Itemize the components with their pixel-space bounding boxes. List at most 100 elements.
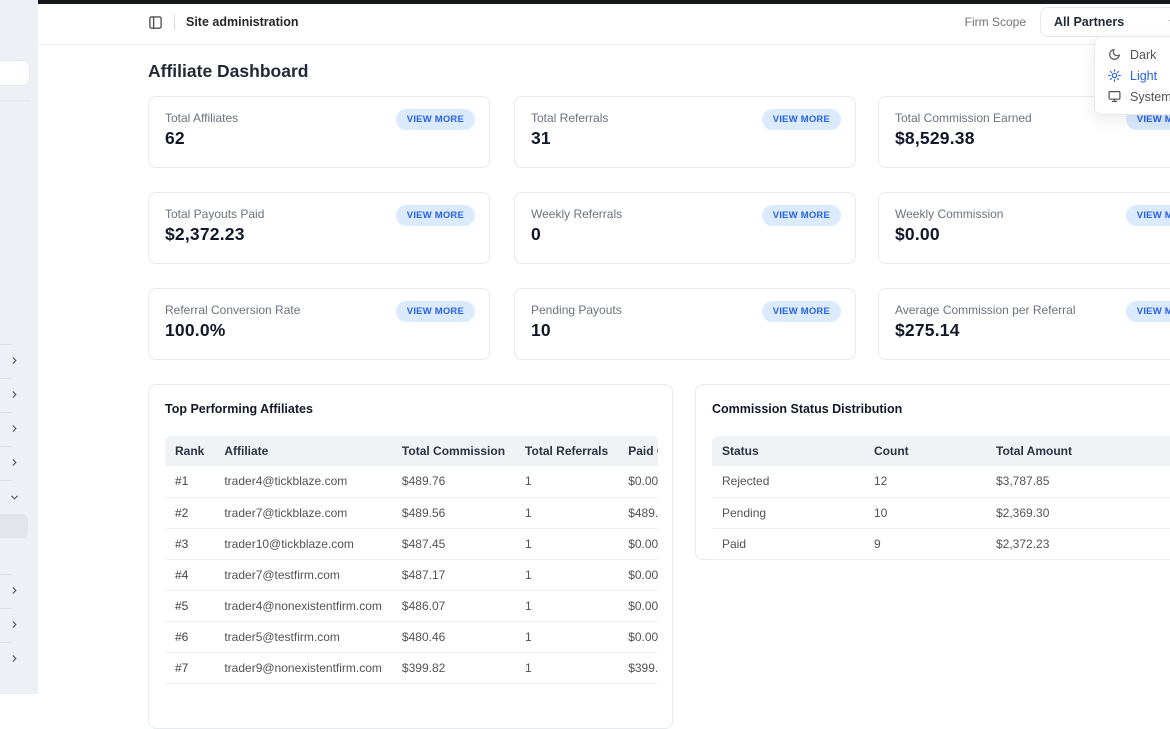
chevron-right-icon[interactable]	[9, 389, 20, 400]
stat-label: Total Affiliates	[165, 111, 239, 125]
view-more-button[interactable]: VIEW MORE	[1125, 301, 1170, 322]
theme-option-label: Dark	[1130, 47, 1157, 62]
stat-card-total-referrals: Total Referrals 31 VIEW MORE	[514, 96, 856, 168]
table-row[interactable]: #3 trader10@tickblaze.com $487.45 1 $0.0…	[165, 528, 658, 560]
total-referrals-cell: 1	[515, 559, 619, 591]
chevron-right-icon[interactable]	[9, 585, 20, 596]
affiliate-cell: trader9@nonexistentfirm.com	[214, 652, 392, 684]
stat-card-total-payouts-paid: Total Payouts Paid $2,372.23 VIEW MORE	[148, 192, 490, 264]
table-row[interactable]: #7 trader9@nonexistentfirm.com $399.82 1…	[165, 652, 658, 684]
table-row[interactable]: #2 trader7@tickblaze.com $489.56 1 $489.…	[165, 497, 658, 529]
sidebar-search-box[interactable]	[0, 60, 30, 86]
chevron-down-icon[interactable]	[9, 492, 20, 503]
view-more-button[interactable]: VIEW MORE	[761, 109, 841, 130]
rank-cell: #1	[165, 466, 215, 498]
view-more-button[interactable]: VIEW MORE	[761, 205, 841, 226]
total-referrals-cell: 1	[515, 652, 619, 684]
firm-scope-select[interactable]: All Partners	[1040, 7, 1170, 37]
column-header: Total Commission	[391, 436, 516, 466]
table-title: Top Performing Affiliates	[165, 402, 313, 416]
theme-option-light[interactable]: Light	[1095, 65, 1170, 86]
stat-card-weekly-referrals: Weekly Referrals 0 VIEW MORE	[514, 192, 856, 264]
chevron-right-icon[interactable]	[9, 619, 20, 630]
paid-commission-cell: $0.00	[618, 528, 658, 560]
top-accent-strip	[38, 0, 1170, 4]
affiliate-cell: trader10@tickblaze.com	[214, 528, 392, 560]
paid-commission-cell: $0.00	[618, 559, 658, 591]
stat-label: Pending Payouts	[531, 303, 622, 317]
top-performing-affiliates-card: Top Performing Affiliates Rank Affiliate…	[148, 384, 673, 729]
view-more-button[interactable]: VIEW MORE	[395, 301, 475, 322]
breadcrumb: Site administration	[186, 15, 299, 29]
divider	[0, 344, 12, 345]
table-row[interactable]: #6 trader5@testfirm.com $480.46 1 $0.00	[165, 621, 658, 653]
divider	[0, 378, 12, 379]
paid-commission-cell: $0.00	[618, 466, 658, 498]
chevron-right-icon[interactable]	[9, 423, 20, 434]
page-title: Affiliate Dashboard	[148, 61, 309, 81]
total-referrals-cell: 1	[515, 590, 619, 622]
theme-option-dark[interactable]: Dark	[1095, 44, 1170, 65]
stat-value: 31	[531, 128, 551, 148]
rank-cell: #5	[165, 590, 215, 622]
sidebar	[0, 0, 38, 694]
total-referrals-cell: 1	[515, 528, 619, 560]
stat-label: Weekly Commission	[895, 207, 1004, 221]
view-more-button[interactable]: VIEW MORE	[395, 205, 475, 226]
sidebar-active-item[interactable]	[0, 514, 28, 538]
table-row[interactable]: Pending 10 $2,369.30	[712, 497, 1170, 529]
view-more-button[interactable]: VIEW MORE	[761, 301, 841, 322]
chevron-right-icon[interactable]	[9, 653, 20, 664]
theme-option-label: System	[1130, 89, 1170, 104]
table-row[interactable]: Rejected 12 $3,787.85	[712, 466, 1170, 498]
divider	[0, 574, 12, 575]
paid-commission-cell: $0.00	[618, 621, 658, 653]
monitor-icon	[1108, 90, 1121, 103]
commission-status-distribution-card: Commission Status Distribution Status Co…	[695, 384, 1170, 560]
status-cell: Paid	[712, 528, 864, 560]
table-row[interactable]: #4 trader7@testfirm.com $487.17 1 $0.00	[165, 559, 658, 591]
theme-option-label: Light	[1130, 68, 1158, 83]
total-commission-cell: $486.07	[391, 590, 516, 622]
column-header: Paid Commission	[618, 436, 658, 466]
stat-value: $0.00	[895, 224, 940, 244]
stat-card-referral-conversion-rate: Referral Conversion Rate 100.0% VIEW MOR…	[148, 288, 490, 360]
table-row[interactable]: Paid 9 $2,372.23	[712, 528, 1170, 560]
chevron-right-icon[interactable]	[9, 355, 20, 366]
total-commission-cell: $487.45	[391, 528, 516, 560]
affiliate-cell: trader7@tickblaze.com	[214, 497, 392, 529]
divider	[0, 100, 30, 101]
total-commission-cell: $480.46	[391, 621, 516, 653]
view-more-button[interactable]: VIEW MORE	[395, 109, 475, 130]
affiliate-cell: trader7@testfirm.com	[214, 559, 392, 591]
status-table: Status Count Total Amount Rejected 12 $3…	[712, 436, 1170, 560]
moon-icon	[1108, 48, 1121, 61]
stat-label: Total Commission Earned	[895, 111, 1032, 125]
column-header: Status	[712, 436, 864, 466]
divider	[0, 642, 12, 643]
sidebar-toggle-icon[interactable]	[148, 15, 163, 30]
divider	[0, 446, 12, 447]
count-cell: 10	[864, 497, 986, 529]
stat-label: Average Commission per Referral	[895, 303, 1076, 317]
stat-label: Total Referrals	[531, 111, 609, 125]
status-cell: Rejected	[712, 466, 864, 498]
theme-option-system[interactable]: System	[1095, 86, 1170, 107]
rank-cell: #2	[165, 497, 215, 529]
amount-cell: $2,369.30	[986, 497, 1170, 529]
stat-value: 10	[531, 320, 551, 340]
view-more-button[interactable]: VIEW MORE	[1125, 205, 1170, 226]
chevron-right-icon[interactable]	[9, 457, 20, 468]
table-row[interactable]: #5 trader4@nonexistentfirm.com $486.07 1…	[165, 590, 658, 622]
table-header-row: Status Count Total Amount	[712, 436, 1170, 466]
count-cell: 12	[864, 466, 986, 498]
stat-value: $8,529.38	[895, 128, 975, 148]
column-header: Affiliate	[214, 436, 392, 466]
paid-commission-cell: $0.00	[618, 590, 658, 622]
divider	[0, 608, 12, 609]
column-header: Count	[864, 436, 986, 466]
table-row[interactable]: #1 trader4@tickblaze.com $489.76 1 $0.00	[165, 466, 658, 498]
divider	[0, 480, 12, 481]
theme-menu: Dark Light System	[1094, 36, 1170, 115]
stat-value: $2,372.23	[165, 224, 245, 244]
